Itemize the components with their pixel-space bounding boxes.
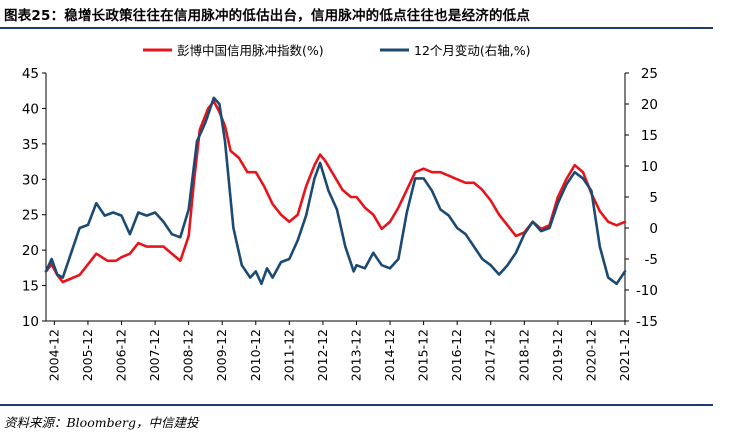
x-tick-label: 2018-12 <box>516 329 531 381</box>
line-chart: 彭博中国信用脉冲指数(%) 12个月变动(右轴,%) 10 15 20 25 30 35 4… <box>22 43 658 381</box>
y-right-tick-label: 15 <box>641 128 658 144</box>
x-tick-label: 2014-12 <box>382 329 397 381</box>
x-tick-label: 2016-12 <box>449 329 464 381</box>
y-right-tick-label: -15 <box>636 314 658 330</box>
y-left-tick-label: 15 <box>22 279 39 295</box>
bottom-rule <box>0 404 713 406</box>
x-tick-label: 2019-12 <box>550 329 565 381</box>
x-tick-label: 2011-12 <box>281 329 296 381</box>
x-tick-label: 2020-12 <box>583 329 598 381</box>
x-tick-label: 2007-12 <box>147 329 162 381</box>
x-tick-label: 2021-12 <box>617 329 632 381</box>
x-tick-label: 2006-12 <box>114 329 129 381</box>
legend: 彭博中国信用脉冲指数(%) 12个月变动(右轴,%) <box>143 43 531 58</box>
y-left-tick-label: 40 <box>22 101 39 117</box>
x-tick-label: 2010-12 <box>248 329 263 381</box>
y-left-tick-label: 30 <box>22 172 39 188</box>
y-right-tick-label: 10 <box>641 159 658 175</box>
y-left-tick-label: 20 <box>22 243 39 259</box>
x-tick-label: 2013-12 <box>348 329 363 381</box>
x-tick-label: 2015-12 <box>416 329 431 381</box>
x-tick-label: 2008-12 <box>181 329 196 381</box>
y-right-tick-label: 0 <box>649 221 658 237</box>
series-line-2 <box>44 96 627 286</box>
series-line-1 <box>44 100 627 284</box>
axes: 10 15 20 25 30 35 40 45 -15 -10 -5 0 5 10 15 20 25 2004-1… <box>22 66 658 381</box>
x-tick-label: 2012-12 <box>315 329 330 381</box>
x-tick-label: 2009-12 <box>214 329 229 381</box>
x-tick-label: 2004-12 <box>46 329 61 381</box>
y-right-tick-label: 5 <box>649 190 658 206</box>
x-tick-label: 2005-12 <box>80 329 95 381</box>
series-lines <box>44 96 627 286</box>
y-left-tick-label: 45 <box>22 66 39 82</box>
source-note: 资料来源：Bloomberg，中信建投 <box>4 415 199 430</box>
y-right-tick-label: 20 <box>641 97 658 113</box>
y-right-tick-label: 25 <box>641 66 658 82</box>
y-right-tick-label: -10 <box>636 283 658 299</box>
y-left-tick-label: 35 <box>22 137 39 153</box>
figure-title: 图表25：稳增长政策往往在信用脉冲的低估出台，信用脉冲的低点往往也是经济的低点 <box>4 8 531 24</box>
legend-label-series-2: 12个月变动(右轴,%) <box>414 43 531 58</box>
legend-label-series-1: 彭博中国信用脉冲指数(%) <box>177 43 324 58</box>
y-left-tick-label: 25 <box>22 208 39 224</box>
x-tick-label: 2017-12 <box>483 329 498 381</box>
y-left-tick-label: 10 <box>22 314 39 330</box>
y-right-tick-label: -5 <box>645 252 658 268</box>
top-rule <box>0 27 713 29</box>
